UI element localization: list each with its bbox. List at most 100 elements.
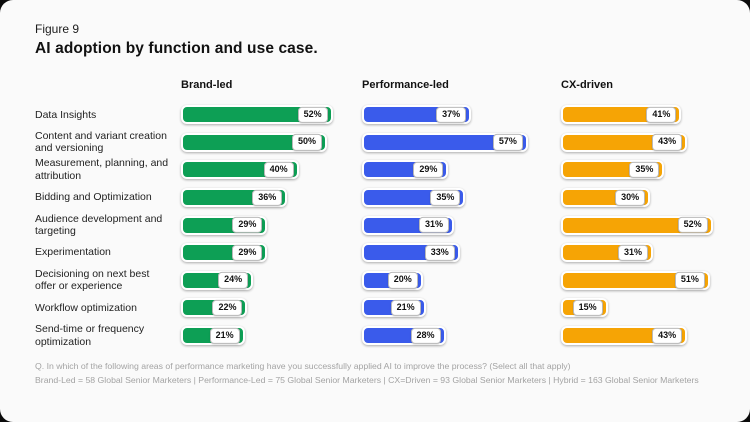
value-badge: 43% <box>652 327 683 344</box>
bar-cell: 40% <box>181 160 362 180</box>
row-label: Workflow optimization <box>35 301 137 314</box>
bar-brand: 22% <box>181 298 248 318</box>
value-badge: 15% <box>572 299 603 317</box>
value-badge: 29% <box>232 217 263 234</box>
bar-cell: 15% <box>561 298 722 318</box>
row-label: Send-time or frequency optimization <box>35 322 145 348</box>
bar-cell: 51% <box>561 270 722 290</box>
bar-cell: 33% <box>362 243 561 263</box>
bar-cell: 21% <box>181 326 362 346</box>
chart-row: Measurement, planning, and attribution 40… <box>35 156 722 184</box>
chart-row: Data Insights 52% 37% 41% <box>35 101 722 129</box>
bar-brand: 40% <box>181 160 299 180</box>
value-badge: 40% <box>263 161 294 179</box>
bar-performance: 20% <box>362 270 423 290</box>
bar-cell: 41% <box>561 105 722 125</box>
value-badge: 37% <box>436 106 467 123</box>
bar-performance: 57% <box>362 132 528 152</box>
bar-brand: 24% <box>181 270 254 290</box>
bar-cell: 52% <box>181 105 362 125</box>
bar-cx: 43% <box>561 132 688 152</box>
chart-row: Workflow optimization 22% 21% 15% <box>35 294 722 322</box>
bar-cell: 30% <box>561 188 722 208</box>
bar-performance: 33% <box>362 243 460 263</box>
chart-row: Experimentation 29% 33% 31% <box>35 239 722 267</box>
bar-brand: 50% <box>181 132 327 152</box>
bar-brand: 21% <box>181 326 245 346</box>
bar-cx: 31% <box>561 243 654 263</box>
bar-cell: 24% <box>181 270 362 290</box>
chart-row: Decisioning on next best offer or experi… <box>35 267 722 295</box>
value-badge: 24% <box>218 272 249 289</box>
bar-brand: 29% <box>181 215 268 235</box>
bar-cx: 43% <box>561 326 688 346</box>
column-header-cx-driven: CX-driven <box>561 79 613 91</box>
row-label: Audience development and targeting <box>35 212 163 238</box>
value-badge: 36% <box>252 189 283 206</box>
bar-cell: 28% <box>362 326 561 346</box>
bar-cell: 36% <box>181 188 362 208</box>
bar-cx: 15% <box>561 298 608 318</box>
row-label: Content and variant creation and version… <box>35 129 167 155</box>
bar-cell: 35% <box>561 160 722 180</box>
chart-row: Content and variant creation and version… <box>35 129 722 157</box>
bar-cell: 22% <box>181 298 362 318</box>
row-label: Bidding and Optimization <box>35 191 152 204</box>
chart-rows: Data Insights 52% 37% 41% Content and varian… <box>35 101 722 349</box>
bar-performance: 21% <box>362 298 426 318</box>
value-badge: 22% <box>212 299 243 317</box>
bar-performance: 31% <box>362 215 455 235</box>
bar-cell: 31% <box>362 215 561 235</box>
bar-cell: 29% <box>181 215 362 235</box>
value-badge: 21% <box>209 327 240 344</box>
figure-label: Figure 9 <box>35 22 80 36</box>
bar-cell: 35% <box>362 188 561 208</box>
chart-row: Audience development and targeting 29% 31%… <box>35 211 722 239</box>
column-headers: Brand-led Performance-led CX-driven <box>35 79 722 91</box>
footnote-question: Q. In which of the following areas of pe… <box>35 361 571 372</box>
bar-cell: 20% <box>362 270 561 290</box>
value-badge: 52% <box>677 217 708 234</box>
header-spacer <box>35 79 181 91</box>
value-badge: 30% <box>615 189 646 206</box>
row-label: Experimentation <box>35 246 111 259</box>
bar-cell: 52% <box>561 215 722 235</box>
bar-performance: 29% <box>362 160 449 180</box>
bar-performance: 37% <box>362 105 472 125</box>
value-badge: 51% <box>674 272 705 289</box>
bar-performance: 28% <box>362 326 446 346</box>
chart-row: Send-time or frequency optimization 21% 28… <box>35 322 722 350</box>
value-badge: 31% <box>618 244 649 261</box>
bar-cell: 21% <box>362 298 561 318</box>
value-badge: 28% <box>410 327 441 344</box>
bar-cell: 43% <box>561 326 722 346</box>
value-badge: 57% <box>492 134 523 151</box>
bar-cell: 57% <box>362 132 561 152</box>
bar-cx: 35% <box>561 160 665 180</box>
bar-cx: 52% <box>561 215 713 235</box>
value-badge: 41% <box>646 106 677 123</box>
bar-performance: 35% <box>362 188 466 208</box>
value-badge: 35% <box>430 189 461 206</box>
bar-brand: 52% <box>181 105 333 125</box>
bar-cx: 30% <box>561 188 651 208</box>
bar-cell: 31% <box>561 243 722 263</box>
chart-title: AI adoption by function and use case. <box>35 40 318 57</box>
bar-cx: 41% <box>561 105 682 125</box>
chart-row: Bidding and Optimization 36% 35% 30% <box>35 184 722 212</box>
row-label: Data Insights <box>35 108 97 121</box>
value-badge: 21% <box>390 299 421 317</box>
value-badge: 29% <box>232 244 263 261</box>
bar-cell: 50% <box>181 132 362 152</box>
value-badge: 50% <box>291 134 322 151</box>
footnote: Q. In which of the following areas of pe… <box>35 360 722 387</box>
value-badge: 52% <box>297 106 328 123</box>
row-label: Decisioning on next best offer or experi… <box>35 267 150 293</box>
bar-cell: 29% <box>362 160 561 180</box>
bar-cell: 37% <box>362 105 561 125</box>
bar-brand: 36% <box>181 188 288 208</box>
column-header-brand-led: Brand-led <box>181 79 233 91</box>
bar-cell: 43% <box>561 132 722 152</box>
row-label: Measurement, planning, and attribution <box>35 157 169 182</box>
